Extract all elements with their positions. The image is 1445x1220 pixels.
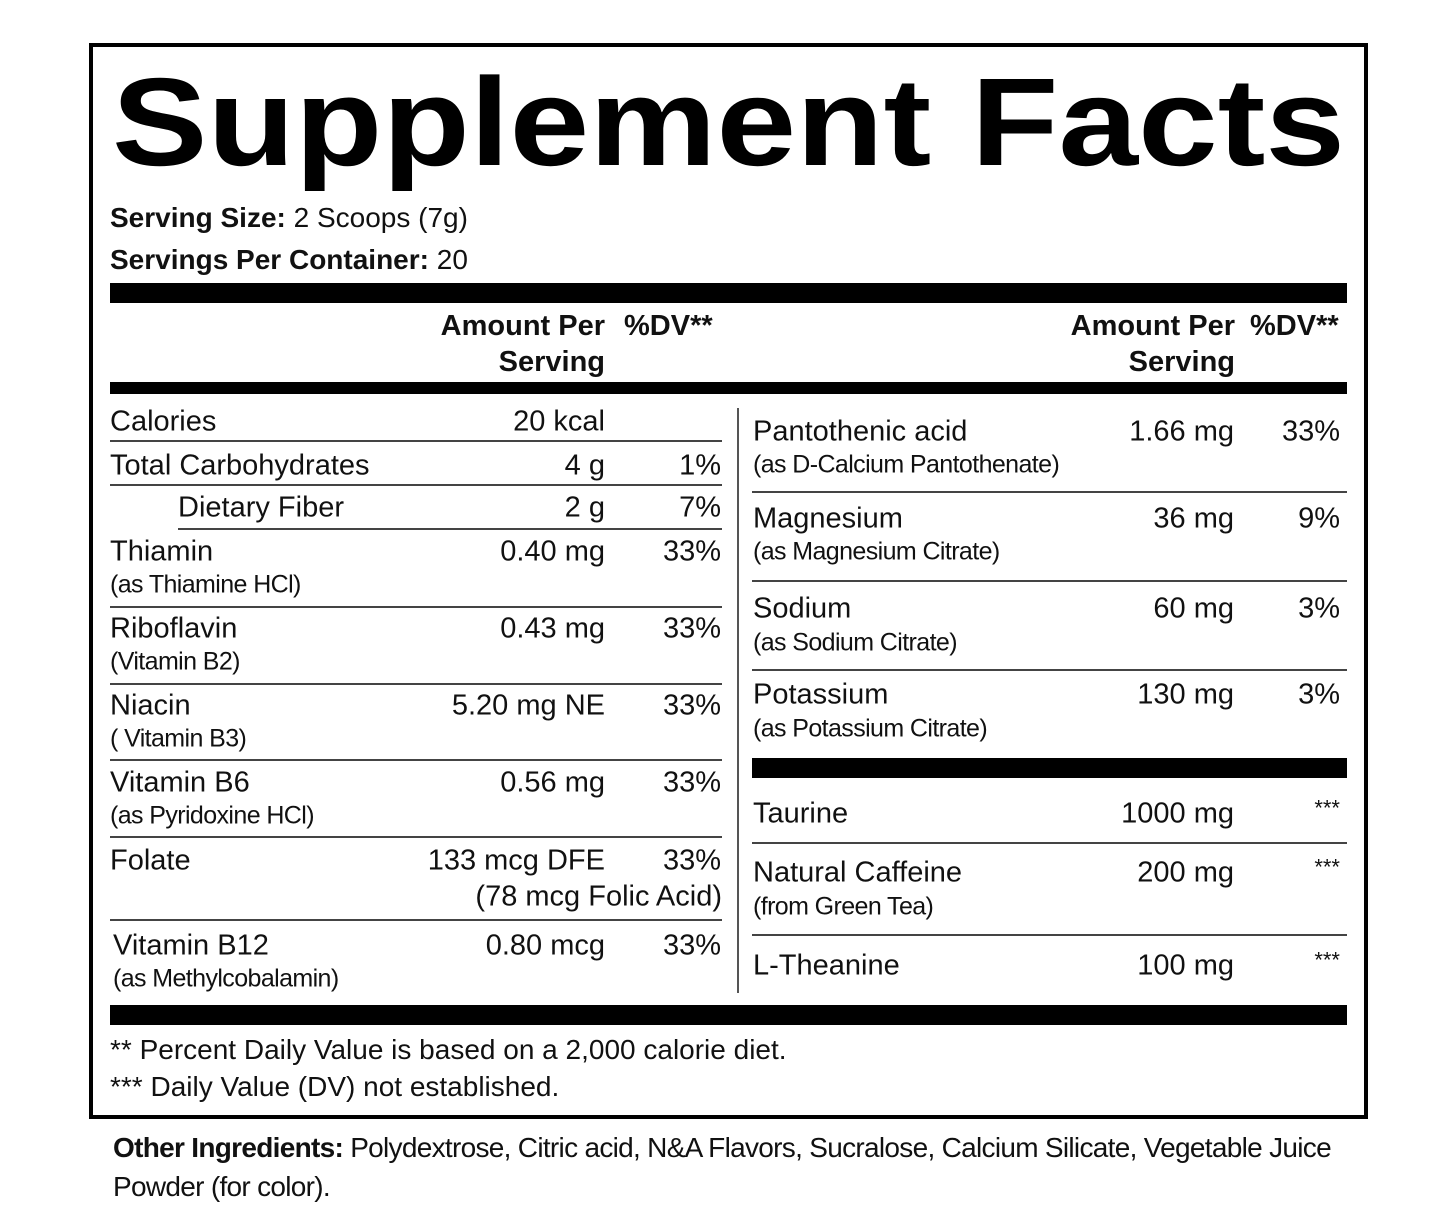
- amount: 36 mg: [1153, 502, 1234, 535]
- other-ingredients: Other Ingredients: Polydextrose, Citric …: [113, 1128, 1343, 1206]
- nutrient-name: Vitamin B6: [110, 766, 250, 799]
- serving-line: Serving Size: 2 Scoops (7g): [110, 202, 468, 234]
- daily-value: 33%: [662, 535, 721, 568]
- amount-header: Amount Per Serving: [1070, 310, 1235, 378]
- nutrient-source: (as D-Calcium Pantothenate): [753, 450, 1060, 479]
- amount: 0.80 mcg: [485, 929, 605, 962]
- serving-value: 2 Scoops (7g): [293, 201, 468, 233]
- other-ingredients-text: Polydextrose, Citric acid, N&A Flavors, …: [113, 1132, 1332, 1202]
- daily-value: 33%: [662, 844, 721, 877]
- dv-header: %DV**: [624, 310, 713, 342]
- nutrient-name: L-Theanine: [753, 949, 900, 982]
- daily-value: 1%: [679, 449, 721, 482]
- label-border: [89, 43, 1368, 1119]
- amount: 100 mg: [1137, 949, 1234, 982]
- amount: 2 g: [564, 491, 605, 524]
- daily-value: 9%: [1298, 502, 1340, 535]
- amount: 4 g: [564, 449, 605, 482]
- nutrient-name: Riboflavin: [110, 612, 238, 645]
- nutrient-source: (as Potassium Citrate): [753, 714, 988, 743]
- daily-value: 33%: [662, 612, 721, 645]
- nutrient-name: Thiamin: [110, 535, 214, 568]
- daily-value: ***: [1314, 854, 1340, 880]
- amount: 1.66 mg: [1129, 415, 1234, 448]
- dv-header: %DV**: [1250, 310, 1339, 342]
- nutrient-source: (as Methylcobalamin): [113, 964, 339, 993]
- nutrient-name: Pantothenic acid: [753, 415, 968, 448]
- amount: 200 mg: [1137, 856, 1234, 889]
- nutrient-name: Vitamin B12: [113, 929, 269, 962]
- amount: 0.56 mg: [500, 766, 605, 799]
- title: Supplement Facts: [112, 53, 1345, 192]
- nutrient-name: Natural Caffeine: [753, 856, 963, 889]
- nutrient-name: Folate: [110, 844, 191, 877]
- daily-value: ***: [1314, 947, 1340, 973]
- serving-label: Servings Per Container:: [110, 243, 429, 275]
- serving-value: 20: [436, 243, 468, 275]
- nutrient-source: ( Vitamin B3): [110, 724, 247, 753]
- amount: 5.20 mg NE: [451, 689, 605, 722]
- nutrient-source: (from Green Tea): [753, 892, 934, 921]
- daily-value: 33%: [662, 929, 721, 962]
- nutrient-source: (as Magnesium Citrate): [753, 537, 1000, 566]
- serving-line: Servings Per Container: 20: [110, 244, 468, 276]
- nutrient-source: (as Pyridoxine HCl): [110, 801, 315, 830]
- amount: 60 mg: [1153, 592, 1234, 625]
- nutrient-name: Potassium: [753, 678, 889, 711]
- amount-header: Amount Per Serving: [440, 310, 605, 378]
- daily-value: 3%: [1298, 678, 1340, 711]
- nutrient-name: Dietary Fiber: [178, 491, 344, 524]
- nutrient-name: Sodium: [753, 592, 852, 625]
- amount: 130 mg: [1137, 678, 1234, 711]
- footnote: ** Percent Daily Value is based on a 2,0…: [110, 1033, 787, 1065]
- thick-bar: [110, 382, 1347, 394]
- daily-value: 3%: [1298, 592, 1340, 625]
- nutrient-name: Magnesium: [753, 502, 903, 535]
- amount: 133 mcg DFE: [427, 844, 605, 877]
- thick-bar: [752, 758, 1347, 778]
- daily-value: 33%: [662, 766, 721, 799]
- serving-label: Serving Size:: [110, 201, 286, 233]
- daily-value: 33%: [1281, 415, 1340, 448]
- daily-value: 33%: [662, 689, 721, 722]
- nutrient-source: (as Thiamine HCl): [110, 570, 301, 599]
- daily-value: ***: [1314, 795, 1340, 821]
- nutrient-source: (as Sodium Citrate): [753, 628, 958, 657]
- thick-bar: [110, 283, 1347, 303]
- nutrient-name: Calories: [110, 405, 217, 438]
- nutrient-name: Taurine: [753, 797, 849, 830]
- amount: 20 kcal: [513, 405, 605, 438]
- nutrient-name: Total Carbohydrates: [110, 449, 370, 482]
- daily-value: 7%: [679, 491, 721, 524]
- nutrient-name: Niacin: [110, 689, 191, 722]
- amount-note: (78 mcg Folic Acid): [475, 880, 722, 913]
- amount: 0.40 mg: [500, 535, 605, 568]
- nutrient-source: (Vitamin B2): [110, 647, 240, 676]
- other-ingredients-label: Other Ingredients:: [113, 1132, 344, 1163]
- amount: 1000 mg: [1121, 797, 1234, 830]
- amount: 0.43 mg: [500, 612, 605, 645]
- footnote: *** Daily Value (DV) not established.: [110, 1070, 560, 1102]
- thick-bar: [110, 1005, 1347, 1025]
